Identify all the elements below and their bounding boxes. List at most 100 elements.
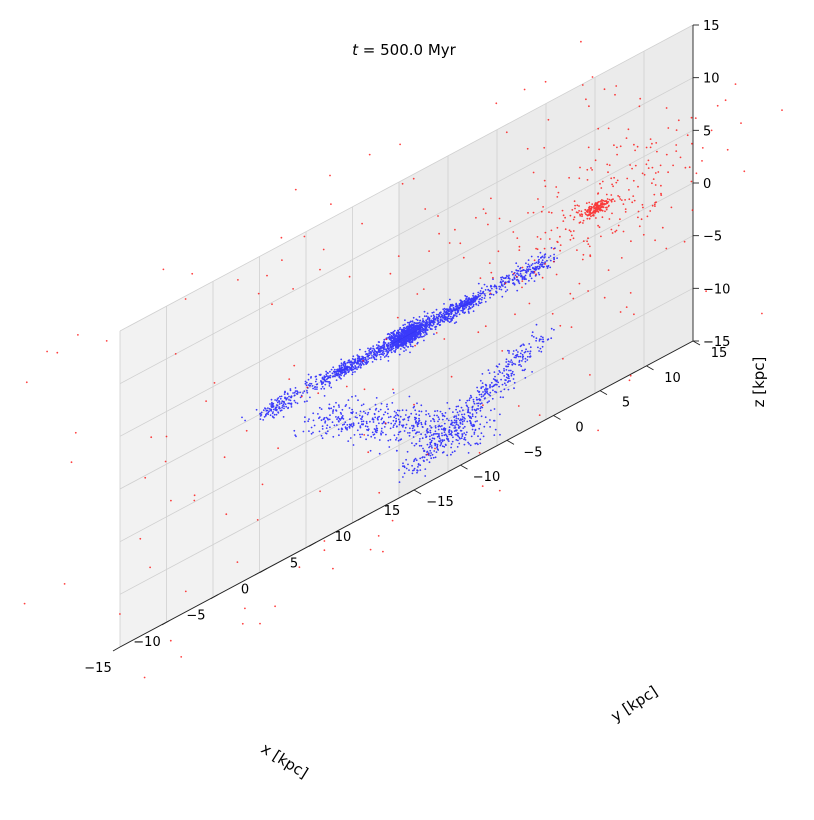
data-point — [303, 400, 306, 403]
data-point — [655, 142, 658, 144]
data-point — [531, 270, 533, 273]
data-point — [466, 420, 469, 423]
data-point — [281, 405, 284, 407]
data-point — [611, 198, 613, 201]
data-point — [377, 348, 380, 350]
data-point — [595, 204, 598, 207]
data-point — [326, 372, 329, 374]
data-point — [317, 392, 320, 395]
data-point — [535, 273, 537, 276]
data-point — [472, 292, 475, 295]
data-point — [468, 301, 470, 303]
data-point — [597, 127, 600, 130]
data-point — [651, 142, 653, 145]
data-point — [458, 436, 461, 439]
data-point — [418, 414, 421, 417]
data-point — [469, 394, 472, 397]
data-point — [389, 333, 391, 336]
data-point — [468, 312, 470, 314]
data-point — [437, 416, 440, 419]
data-point — [512, 378, 515, 380]
data-point — [390, 336, 393, 339]
data-point — [420, 421, 423, 424]
data-point — [426, 312, 429, 315]
data-point — [508, 281, 510, 284]
data-point — [465, 301, 467, 304]
data-point — [368, 357, 371, 360]
data-point — [541, 340, 544, 343]
data-point — [439, 410, 442, 413]
data-point — [373, 358, 376, 361]
data-point — [505, 376, 508, 379]
data-point — [659, 164, 662, 167]
data-point — [335, 424, 338, 426]
data-point — [454, 433, 457, 436]
data-point — [321, 437, 324, 440]
data-point — [484, 388, 486, 391]
data-point — [641, 172, 644, 175]
data-point — [322, 418, 325, 421]
data-point — [364, 356, 367, 359]
data-point — [430, 445, 433, 447]
data-point — [464, 417, 466, 420]
data-point — [398, 469, 400, 471]
data-point — [495, 102, 498, 105]
data-point — [587, 146, 590, 149]
data-point — [472, 294, 474, 297]
data-point — [362, 410, 365, 413]
data-point — [289, 399, 292, 402]
data-point — [470, 396, 473, 399]
data-point — [330, 386, 333, 389]
data-point — [365, 438, 367, 441]
data-point — [475, 396, 478, 399]
data-point — [271, 401, 273, 404]
data-point — [476, 398, 479, 401]
data-point — [521, 266, 524, 269]
data-point — [306, 400, 308, 402]
data-point — [690, 180, 693, 183]
gridline-z-left — [119, 286, 400, 437]
data-point — [237, 279, 239, 281]
data-point — [469, 397, 471, 400]
data-point — [425, 326, 428, 328]
data-point — [359, 433, 361, 436]
data-point — [329, 414, 331, 417]
data-point — [358, 414, 361, 417]
data-point — [25, 381, 28, 384]
y-tick-label: −5 — [523, 445, 542, 460]
data-point — [610, 177, 613, 180]
data-point — [384, 411, 387, 414]
data-point — [418, 420, 420, 423]
data-point — [396, 413, 399, 416]
data-point — [426, 430, 429, 433]
data-point — [455, 315, 458, 318]
data-point — [478, 451, 481, 454]
data-point — [781, 109, 783, 111]
data-point — [333, 368, 336, 371]
data-point — [406, 450, 409, 453]
data-point — [425, 410, 427, 412]
data-point — [475, 295, 478, 298]
data-point — [389, 343, 392, 346]
data-point — [443, 320, 446, 323]
data-point — [407, 432, 409, 434]
data-point — [427, 413, 430, 415]
data-point — [411, 464, 413, 467]
data-point — [321, 425, 324, 428]
data-point — [581, 84, 584, 86]
data-point — [422, 320, 425, 323]
data-point — [56, 351, 59, 354]
x-tick-mark — [259, 568, 268, 573]
data-point — [422, 323, 424, 326]
data-point — [479, 290, 482, 292]
data-point — [633, 313, 635, 316]
data-point — [399, 338, 401, 340]
data-point — [606, 198, 609, 200]
data-point — [660, 192, 662, 195]
data-point — [286, 397, 289, 399]
data-point — [326, 430, 329, 433]
data-point — [611, 212, 613, 215]
data-point — [284, 403, 287, 406]
data-point — [370, 435, 373, 438]
data-point — [524, 377, 527, 379]
